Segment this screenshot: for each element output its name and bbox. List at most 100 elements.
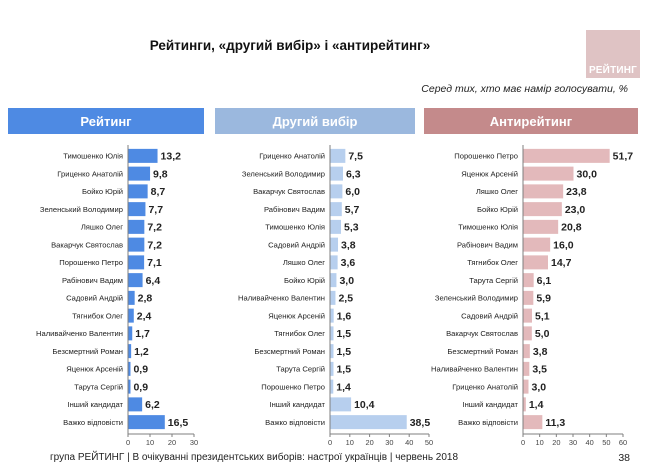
value-label: 3,0 [532, 381, 547, 393]
category-label: Ляшко Олег [81, 223, 123, 232]
bar [523, 308, 532, 323]
value-label: 11,3 [545, 417, 565, 429]
chart-panel-2: 0 10 20 30 40 50 Гриценко Анатолій 7,5 Зеленськи… [238, 145, 433, 447]
value-label: 23,8 [566, 186, 587, 198]
category-label: Рабінович Вадим [264, 205, 325, 214]
x-tick-label: 0 [126, 438, 130, 447]
category-label: Садовий Андрій [66, 294, 123, 303]
value-label: 1,2 [134, 346, 149, 358]
category-label: Наливайченко Валентин [36, 329, 123, 338]
value-label: 3,8 [341, 239, 356, 251]
value-label: 51,7 [613, 151, 634, 163]
value-label: 16,5 [168, 417, 189, 429]
x-tick-label: 20 [552, 438, 560, 447]
category-label: Зеленський Володимир [242, 169, 325, 178]
category-label: Вакарчук Святослав [51, 240, 123, 249]
bar [330, 202, 342, 217]
x-tick-label: 40 [586, 438, 594, 447]
x-tick-label: 10 [346, 438, 354, 447]
category-label: Зеленський Володимир [435, 294, 518, 303]
category-label: Вакарчук Святослав [446, 329, 518, 338]
bar [330, 379, 334, 394]
bar [330, 237, 339, 252]
category-label: Інший кандидат [269, 400, 325, 409]
bar [523, 361, 530, 376]
chart-panel-1: 0 10 20 30 Тимошенко Юлія 13,2 Гриценко Анатол… [36, 145, 198, 447]
category-label: Ляшко Олег [476, 187, 518, 196]
category-label: Безсмертний Роман [447, 347, 518, 356]
category-label: Наливайченко Валентин [431, 365, 518, 374]
bar [523, 184, 564, 199]
logo-text: РЕЙТИНГ [588, 65, 638, 76]
value-label: 2,8 [138, 293, 153, 305]
bar [523, 415, 543, 430]
x-tick-label: 20 [365, 438, 373, 447]
x-tick-label: 10 [146, 438, 154, 447]
value-label: 5,0 [535, 328, 550, 340]
category-label: Гриценко Анатолій [259, 152, 325, 161]
panel-header-antirating: Антирейтинг [424, 108, 638, 134]
bar [523, 202, 562, 217]
bar [523, 290, 534, 305]
bar [523, 326, 532, 341]
bar [330, 326, 334, 341]
category-label: Порошенко Петро [261, 382, 325, 391]
value-label: 2,4 [137, 310, 152, 322]
bar [330, 273, 337, 288]
bar [330, 290, 336, 305]
bar [523, 344, 530, 359]
category-label: Тарута Сергій [276, 365, 325, 374]
value-label: 10,4 [354, 399, 375, 411]
value-label: 13,2 [161, 151, 182, 163]
bar [128, 237, 145, 252]
bar [330, 219, 341, 234]
category-label: Порошенко Петро [454, 152, 518, 161]
page-number: 38 [618, 452, 630, 464]
footer-text: група РЕЙТИНГ | В очікуванні президентсь… [50, 452, 459, 463]
value-label: 38,5 [410, 417, 431, 429]
category-label: Яценюк Арсеній [66, 365, 123, 374]
category-label: Порошенко Петро [59, 258, 123, 267]
x-tick-label: 30 [569, 438, 577, 447]
bar [330, 166, 343, 181]
value-label: 16,0 [553, 239, 574, 251]
value-label: 1,6 [337, 310, 352, 322]
value-label: 5,3 [344, 222, 359, 234]
value-label: 7,1 [147, 257, 162, 269]
x-tick-label: 30 [190, 438, 198, 447]
value-label: 6,0 [345, 186, 360, 198]
x-tick-label: 50 [425, 438, 433, 447]
x-tick-label: 30 [385, 438, 393, 447]
bar [330, 361, 334, 376]
value-label: 7,2 [147, 239, 162, 251]
value-label: 14,7 [551, 257, 572, 269]
value-label: 0,9 [133, 364, 148, 376]
category-label: Рабінович Вадим [62, 276, 123, 285]
category-label: Тимошенко Юлія [265, 223, 325, 232]
category-label: Тарута Сергій [469, 276, 518, 285]
bar [128, 379, 131, 394]
category-label: Ляшко Олег [283, 258, 325, 267]
category-label: Наливайченко Валентин [238, 294, 325, 303]
category-label: Садовий Андрій [268, 240, 325, 249]
category-label: Тягнибок Олег [467, 258, 518, 267]
category-label: Садовий Андрій [461, 311, 518, 320]
slide-title: Рейтинги, «другий вибір» і «антирейтинг» [149, 38, 431, 53]
category-label: Важко відповісти [63, 418, 123, 427]
bar [523, 148, 610, 163]
bar [330, 308, 334, 323]
value-label: 0,9 [133, 381, 148, 393]
bar [128, 415, 165, 430]
bar [128, 397, 143, 412]
value-label: 6,1 [537, 275, 552, 287]
panel-header-second-choice: Другий вибір [215, 108, 415, 134]
value-label: 7,5 [348, 151, 363, 163]
value-label: 1,5 [336, 328, 351, 340]
value-label: 30,0 [577, 168, 598, 180]
bar [523, 255, 548, 270]
value-label: 7,2 [147, 222, 162, 234]
bar [128, 184, 148, 199]
bar [523, 237, 551, 252]
bar [128, 166, 151, 181]
bar [128, 148, 158, 163]
